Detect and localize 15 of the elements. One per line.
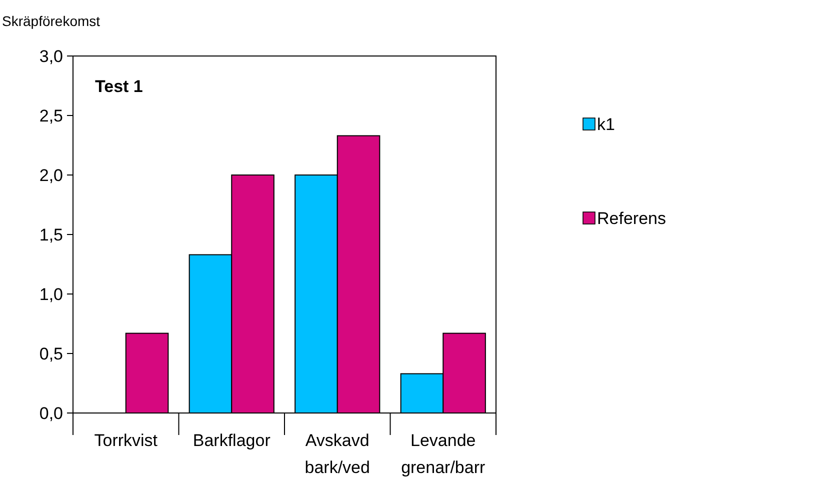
y-axis-title: Skräpförekomst: [2, 13, 100, 29]
y-tick-label: 1,5: [39, 225, 63, 244]
y-tick-label: 2,0: [39, 166, 63, 185]
legend-label: Referens: [597, 208, 666, 228]
y-tick-label: 3,0: [39, 46, 63, 66]
y-tick-label: 0,5: [39, 344, 63, 364]
y-tick-label: 1,0: [39, 284, 63, 304]
legend-label: k1: [597, 114, 615, 134]
text: Test 1: [95, 77, 143, 96]
x-tick-label: Barkflagor: [192, 431, 271, 450]
y-tick-label: 0,0: [39, 404, 63, 423]
x-tick-label: Torrkvist: [94, 431, 158, 450]
x-tick-label: Levande grenar/barr: [401, 431, 486, 477]
x-tick-label: Avskavd bark/ved: [304, 431, 370, 477]
y-tick-label: 2,5: [39, 106, 63, 126]
